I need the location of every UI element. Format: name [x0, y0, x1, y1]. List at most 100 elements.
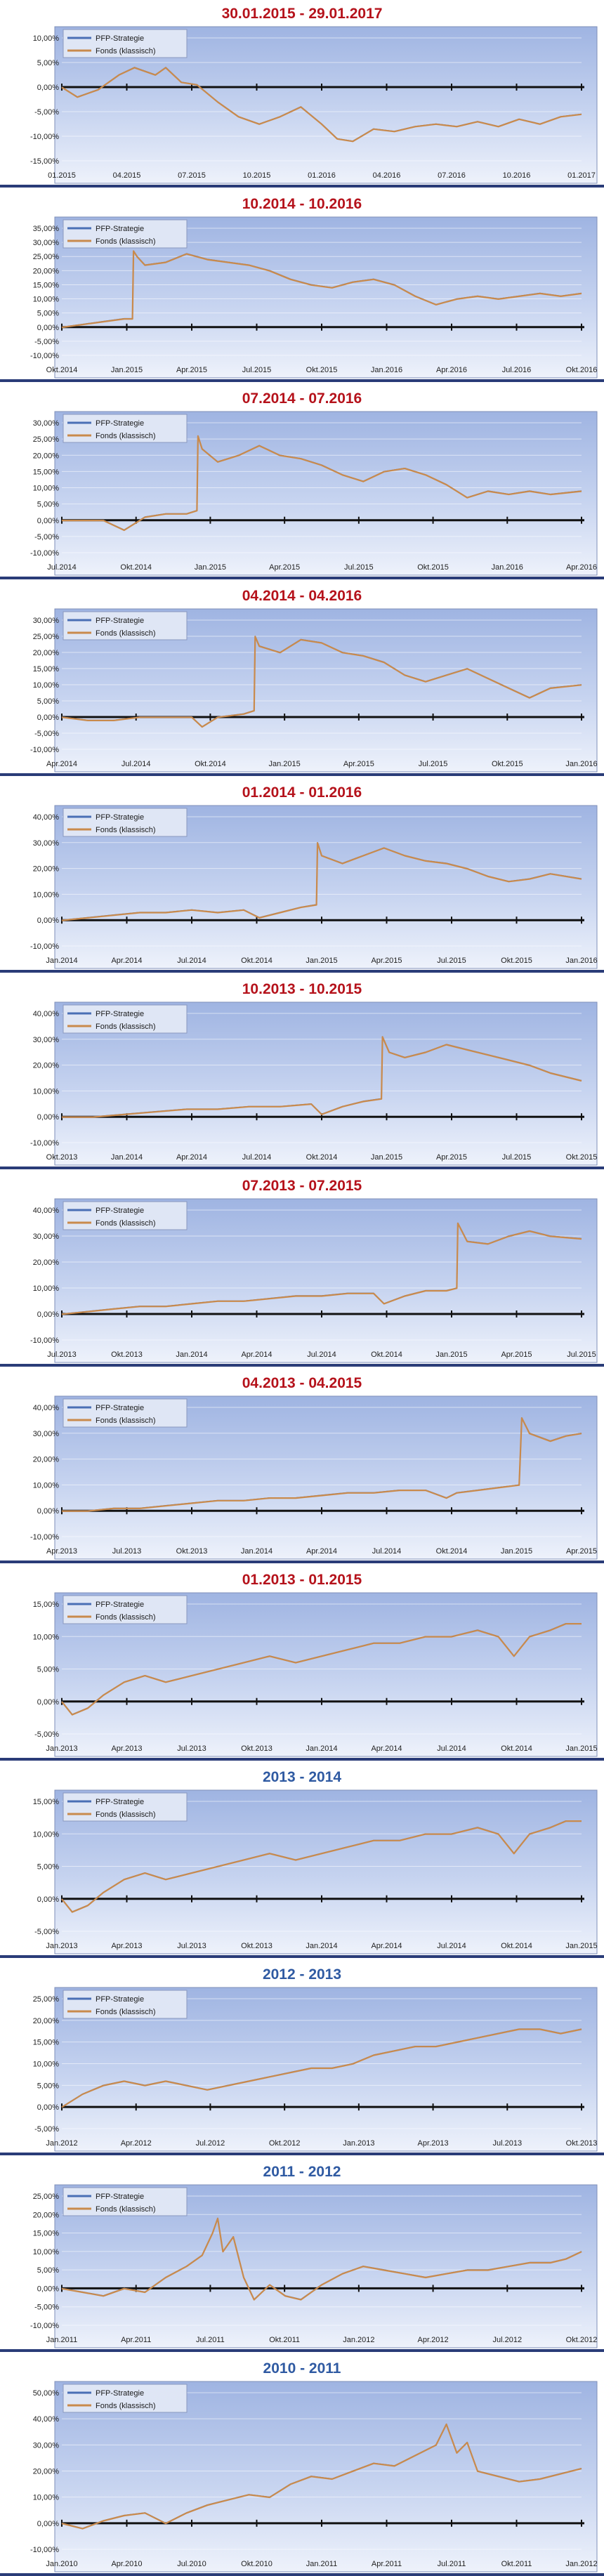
- x-tick-label: 10.2016: [503, 171, 531, 180]
- chart-panel: 01.2014 - 01.2016 40,00% 30,00% 20,00% 10,00…: [0, 779, 604, 973]
- chart-title: 10.2013 - 10.2015: [242, 981, 362, 997]
- x-tick-label: Apr.2016: [566, 563, 597, 572]
- y-tick-label: -5,00%: [34, 1730, 59, 1739]
- series-line: [61, 2217, 582, 2301]
- y-tick-label: -5,00%: [34, 1928, 59, 1936]
- y-tick-label: 5,00%: [37, 1863, 59, 1872]
- y-tick-label: 0,00%: [37, 1895, 59, 1904]
- panel-divider: [0, 577, 604, 579]
- x-tick-label: Okt.2013: [241, 1744, 273, 1753]
- x-tick-label: Okt.2015: [501, 957, 532, 965]
- y-tick-label: -5,00%: [34, 338, 59, 346]
- x-tick-label: Jan.2011: [306, 2560, 337, 2568]
- panel-divider: [0, 2573, 604, 2576]
- legend: PFP-Strategie Fonds (klassisch): [63, 611, 188, 640]
- y-tick-label: 10,00%: [33, 34, 60, 43]
- legend-label: Fonds (klassisch): [96, 629, 156, 638]
- chart-title: 2010 - 2011: [263, 2360, 341, 2377]
- panel-divider: [0, 185, 604, 188]
- panel-divider: [0, 2153, 604, 2155]
- legend-label: Fonds (klassisch): [96, 1219, 156, 1228]
- x-tick-label: Okt.2012: [566, 2336, 598, 2344]
- x-tick-label: Jan.2013: [46, 1942, 77, 1950]
- y-tick-label: 0,00%: [37, 1113, 59, 1122]
- x-tick-label: Jul.2015: [567, 1351, 596, 1359]
- x-tick-label: Jul.2015: [437, 957, 466, 965]
- y-tick-label: 5,00%: [37, 310, 59, 318]
- y-tick-label: 0,00%: [37, 714, 59, 722]
- y-tick-label: -5,00%: [34, 2125, 59, 2134]
- x-tick-label: Okt.2012: [269, 2139, 301, 2148]
- y-tick-label: 10,00%: [33, 1284, 60, 1293]
- y-tick-label: 30,00%: [33, 1430, 60, 1438]
- y-tick-label: 5,00%: [37, 2266, 59, 2275]
- panel-divider: [0, 379, 604, 382]
- legend-label: PFP-Strategie: [96, 1601, 144, 1609]
- x-tick-label: Jan.2014: [46, 957, 77, 965]
- y-tick-label: -10,00%: [30, 1336, 59, 1345]
- chart-title: 2011 - 2012: [263, 2164, 341, 2180]
- chart-panel: 10.2013 - 10.2015 40,00% 30,00% 20,00% 10,00…: [0, 975, 604, 1169]
- x-tick-label: Apr.2014: [306, 1547, 337, 1556]
- legend-label: PFP-Strategie: [96, 419, 144, 428]
- chart-panel: 07.2014 - 07.2016 30,00% 25,00% 20,00% 15,00…: [0, 385, 604, 579]
- chart-panel: 01.2013 - 01.2015 15,00% 10,00% 5,00% 0,00% -…: [0, 1566, 604, 1761]
- legend: PFP-Strategie Fonds (klassisch): [63, 1201, 188, 1230]
- x-tick-label: Apr.2014: [371, 1942, 402, 1950]
- x-tick-label: Jul.2014: [242, 1153, 272, 1162]
- y-tick-label: 20,00%: [33, 267, 60, 275]
- x-tick-label: Okt.2014: [371, 1351, 402, 1359]
- x-tick-label: 07.2015: [178, 171, 206, 180]
- x-tick-label: Jan.2016: [492, 563, 523, 572]
- x-tick-label: Apr.2015: [269, 563, 300, 572]
- chart-title: 01.2014 - 01.2016: [242, 784, 362, 801]
- x-tick-label: 01.2016: [308, 171, 336, 180]
- y-tick-label: 20,00%: [33, 1259, 60, 1267]
- y-tick-label: 25,00%: [33, 253, 60, 261]
- y-tick-label: 30,00%: [33, 1036, 60, 1044]
- chart-panel: 2010 - 2011 50,00% 40,00% 30,00% 20,00% 10,00…: [0, 2355, 604, 2576]
- y-tick-label: 10,00%: [33, 1481, 60, 1490]
- chart-svg: 30,00% 25,00% 20,00% 15,00% 10,00% 5,00% 0,00%…: [30, 608, 598, 773]
- y-tick-label: 10,00%: [33, 681, 60, 690]
- y-tick-label: -5,00%: [34, 533, 59, 541]
- chart-title: 04.2014 - 04.2016: [242, 588, 362, 604]
- x-tick-label: Jan.2015: [195, 563, 226, 572]
- chart-panel: 2011 - 2012 25,00% 20,00% 15,00% 10,00% 5,00%…: [0, 2158, 604, 2352]
- chart-svg: 40,00% 30,00% 20,00% 10,00% 0,00% -10,00% Okt.…: [30, 1001, 598, 1166]
- x-tick-label: Apr.2013: [111, 1744, 142, 1753]
- y-tick-label: 10,00%: [33, 485, 60, 493]
- y-tick-label: 0,00%: [37, 324, 59, 332]
- legend: PFP-Strategie Fonds (klassisch): [63, 1792, 188, 1822]
- x-tick-label: Apr.2014: [111, 957, 142, 965]
- x-tick-label: Jul.2011: [196, 2336, 225, 2344]
- x-tick-label: Jan.2015: [501, 1547, 532, 1556]
- x-tick-label: Okt.2015: [306, 366, 338, 374]
- chart-svg: 15,00% 10,00% 5,00% 0,00% -5,00% Jan.2013 Apr.…: [33, 1592, 598, 1757]
- x-tick-label: Apr.2015: [343, 760, 374, 768]
- x-tick-label: Apr.2012: [121, 2139, 152, 2148]
- legend-label: PFP-Strategie: [96, 1404, 144, 1412]
- chart-panel: 07.2013 - 07.2015 40,00% 30,00% 20,00% 10,00…: [0, 1172, 604, 1367]
- x-tick-label: Apr.2015: [501, 1351, 532, 1359]
- series-line: [61, 1820, 582, 1913]
- x-tick-label: Jul.2014: [372, 1547, 402, 1556]
- x-tick-label: Jan.2016: [371, 366, 402, 374]
- legend-label: PFP-Strategie: [96, 1010, 144, 1018]
- y-tick-label: 25,00%: [33, 435, 60, 444]
- x-tick-label: Jan.2014: [176, 1351, 207, 1359]
- legend-label: Fonds (klassisch): [96, 1613, 156, 1622]
- y-tick-label: 15,00%: [33, 2039, 60, 2047]
- y-tick-label: 35,00%: [33, 225, 60, 233]
- chart-svg: 40,00% 30,00% 20,00% 10,00% 0,00% -10,00% Jan.…: [30, 805, 598, 969]
- y-tick-label: 25,00%: [33, 2193, 60, 2201]
- x-tick-label: Jul.2015: [419, 760, 448, 768]
- series-line: [62, 1417, 582, 1512]
- x-tick-label: Okt.2014: [195, 760, 226, 768]
- y-tick-label: -10,00%: [30, 549, 59, 558]
- legend-label: Fonds (klassisch): [96, 2402, 156, 2410]
- x-tick-label: Jul.2014: [177, 957, 206, 965]
- x-tick-label: Apr.2015: [436, 1153, 467, 1162]
- y-tick-label: 0,00%: [37, 916, 59, 925]
- chart-panel: 2013 - 2014 15,00% 10,00% 5,00% 0,00% -5,00% J…: [0, 1763, 604, 1958]
